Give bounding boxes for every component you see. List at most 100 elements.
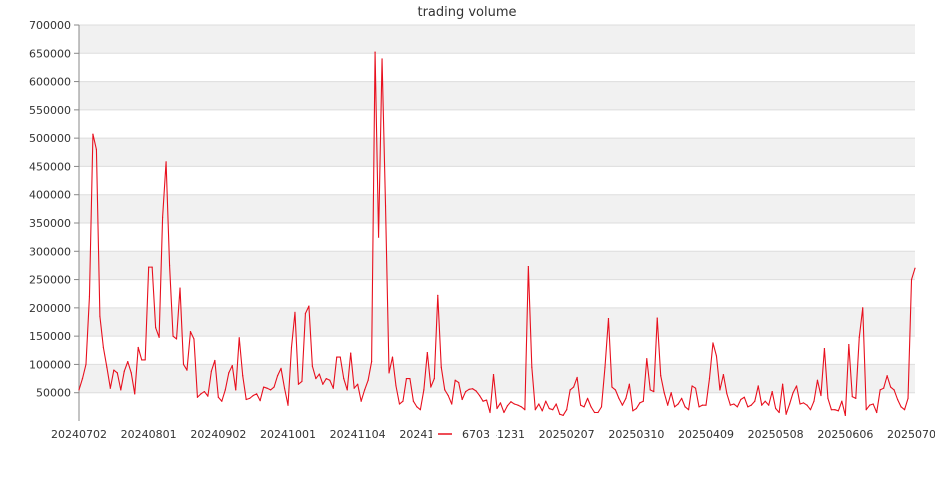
plot-band <box>79 25 915 54</box>
data-point <box>350 352 352 354</box>
data-point <box>405 377 408 380</box>
data-point <box>597 411 599 414</box>
data-point <box>785 413 787 415</box>
data-point <box>315 377 317 380</box>
data-point <box>903 409 906 411</box>
data-point <box>879 389 881 391</box>
data-point <box>179 287 181 289</box>
data-point <box>538 403 540 405</box>
data-point <box>468 388 470 390</box>
y-tick-label: 350000 <box>29 217 71 230</box>
x-tick-label: 20240902 <box>190 428 246 441</box>
y-tick-label: 400000 <box>29 189 71 202</box>
y-tick-label: 600000 <box>29 76 71 89</box>
y-tick-label: 700000 <box>29 19 71 32</box>
legend-box <box>432 424 496 444</box>
data-point <box>249 397 251 399</box>
data-point <box>590 406 592 408</box>
data-point <box>398 403 401 405</box>
data-point <box>440 366 442 368</box>
data-point <box>123 370 125 372</box>
data-point <box>388 372 390 374</box>
data-point <box>621 404 624 406</box>
x-tick-label: 20250207 <box>539 428 595 441</box>
data-point <box>423 389 425 391</box>
data-point <box>754 400 756 402</box>
data-point <box>322 383 324 385</box>
data-point <box>203 390 205 393</box>
data-point <box>339 356 341 358</box>
data-point <box>583 406 585 408</box>
data-point <box>402 400 404 402</box>
data-point <box>374 51 376 53</box>
data-point <box>475 390 477 392</box>
data-point <box>848 344 850 346</box>
data-point <box>719 389 721 391</box>
data-point <box>743 396 745 398</box>
data-point <box>447 394 449 397</box>
data-point <box>416 406 418 408</box>
x-tick-label: 20241001 <box>260 428 316 441</box>
data-point <box>311 365 313 367</box>
data-point <box>162 216 164 218</box>
data-point <box>684 406 686 408</box>
data-point <box>740 398 742 401</box>
data-point <box>158 336 160 338</box>
data-point <box>694 387 697 389</box>
data-point <box>207 395 209 397</box>
data-point <box>367 379 369 381</box>
data-point <box>433 377 435 380</box>
data-point <box>527 265 529 268</box>
data-point <box>646 358 648 360</box>
data-point <box>562 414 564 416</box>
y-tick-label: 50000 <box>36 387 71 400</box>
data-point <box>287 404 289 406</box>
data-point <box>172 335 174 337</box>
data-point <box>294 311 296 313</box>
data-point <box>85 363 87 366</box>
y-tick-label: 100000 <box>29 358 71 371</box>
data-point <box>573 386 575 388</box>
data-point <box>701 404 704 406</box>
data-point <box>141 359 143 361</box>
data-point <box>224 389 226 391</box>
data-point <box>869 404 871 406</box>
data-point <box>900 406 902 408</box>
data-point <box>712 342 714 344</box>
data-point <box>280 367 282 369</box>
data-point <box>896 398 899 401</box>
data-point <box>586 397 589 399</box>
data-point <box>283 387 286 389</box>
plot-band <box>79 138 915 167</box>
data-point <box>395 385 397 387</box>
data-point <box>872 403 874 405</box>
data-point <box>109 387 111 389</box>
plot-band <box>79 194 915 223</box>
data-point <box>524 409 526 411</box>
data-point <box>520 406 522 408</box>
data-point <box>813 400 815 402</box>
data-point <box>768 404 770 406</box>
data-point <box>364 389 366 391</box>
data-point <box>259 400 261 402</box>
data-point <box>242 375 244 377</box>
data-point <box>336 356 338 358</box>
data-point <box>485 399 488 401</box>
data-point <box>78 389 80 391</box>
x-tick-label: 20240801 <box>121 428 177 441</box>
data-point <box>761 404 763 406</box>
data-point <box>649 389 651 391</box>
data-point <box>545 400 547 402</box>
data-point <box>792 392 794 394</box>
data-point <box>778 411 780 414</box>
data-point <box>907 397 909 399</box>
data-point <box>886 375 888 377</box>
data-point <box>789 403 791 405</box>
data-point <box>308 305 310 307</box>
x-tick-label: 20250508 <box>748 428 804 441</box>
data-point <box>883 387 885 389</box>
data-point <box>200 393 202 395</box>
x-tick-label: 20250310 <box>608 428 664 441</box>
plot-band <box>79 251 915 280</box>
data-point <box>231 364 233 367</box>
